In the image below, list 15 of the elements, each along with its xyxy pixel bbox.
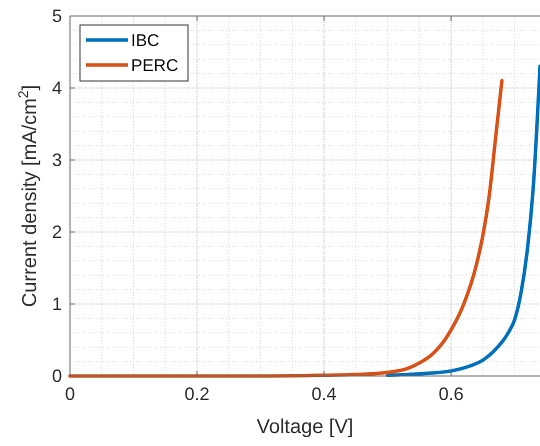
x-tick-label: 0.2 — [184, 384, 210, 404]
legend-label: PERC — [131, 56, 178, 75]
x-tick-label: 0.4 — [312, 384, 337, 404]
legend-label: IBC — [131, 31, 160, 50]
y-tick-label: 5 — [52, 6, 62, 26]
y-tick-label: 3 — [52, 150, 62, 170]
y-tick-label: 2 — [52, 222, 62, 242]
x-tick-label: 0.6 — [438, 384, 464, 404]
x-axis-title: Voltage [V] — [256, 416, 354, 438]
y-tick-label: 0 — [52, 366, 62, 386]
x-tick-label: 0 — [64, 384, 76, 404]
y-tick-label: 4 — [52, 78, 62, 98]
y-tick-label: 1 — [52, 294, 62, 314]
line-series — [386, 64, 540, 378]
line-series — [68, 79, 504, 378]
